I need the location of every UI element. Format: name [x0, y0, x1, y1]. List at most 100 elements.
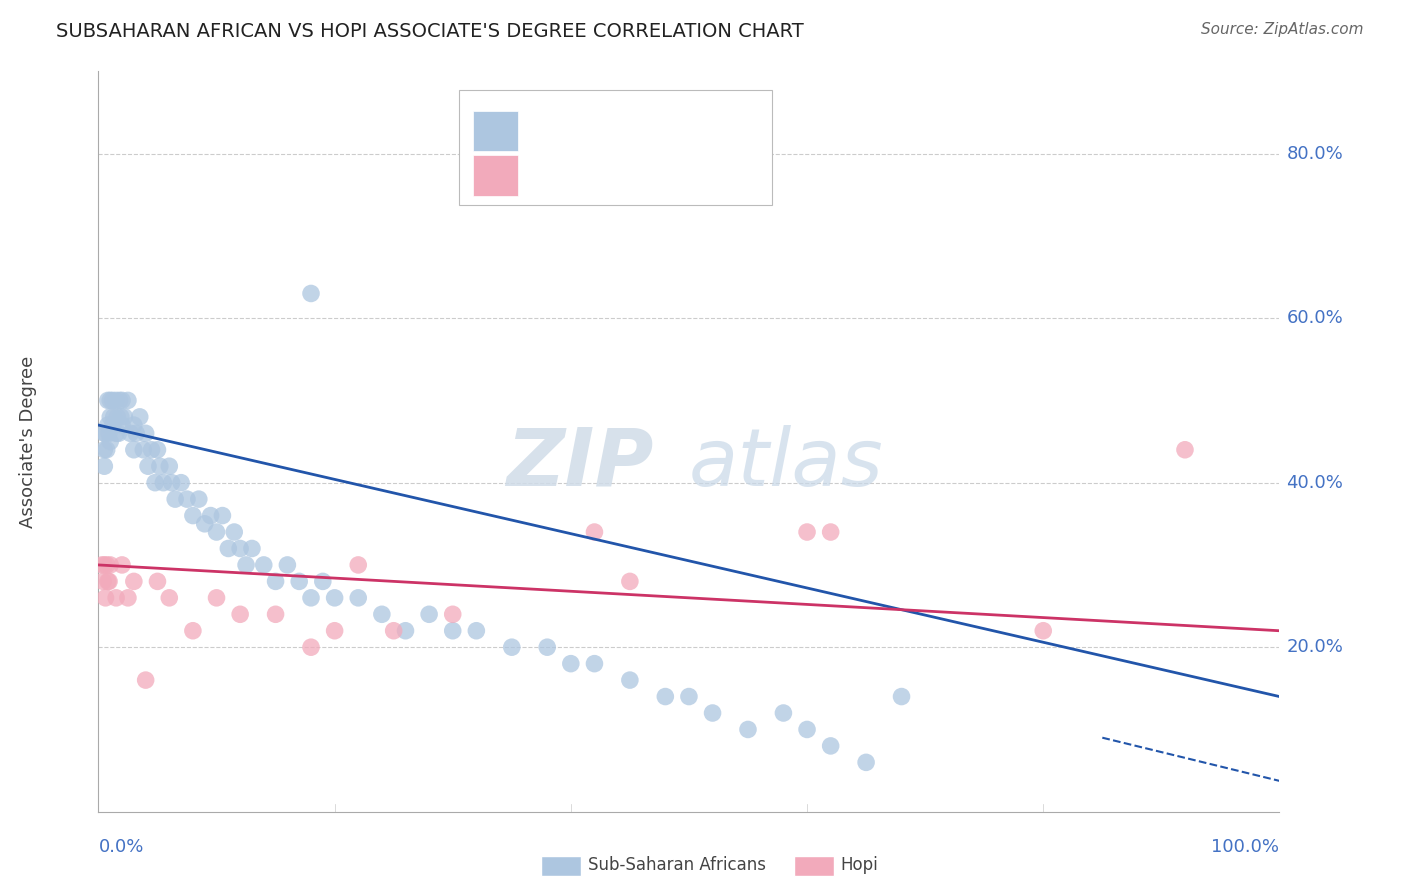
Point	[619, 574, 641, 589]
Point	[160, 475, 183, 490]
Point	[229, 541, 252, 556]
Point	[93, 442, 115, 457]
Point	[181, 508, 204, 523]
Point	[1174, 442, 1197, 457]
Text: 40.0%: 40.0%	[1286, 474, 1343, 491]
Point	[96, 442, 118, 457]
Point	[382, 624, 405, 638]
Text: Hopi: Hopi	[841, 856, 879, 874]
Text: N =  81: N = 81	[665, 123, 734, 141]
Point	[194, 516, 217, 531]
Point	[117, 591, 139, 605]
Point	[135, 673, 157, 687]
Point	[132, 442, 155, 457]
FancyBboxPatch shape	[472, 155, 517, 195]
Point	[288, 574, 311, 589]
Point	[200, 508, 222, 523]
Point	[347, 591, 370, 605]
Point	[441, 607, 464, 622]
Text: N =  30: N = 30	[665, 166, 734, 184]
Point	[170, 475, 193, 490]
Point	[890, 690, 912, 704]
Point	[583, 657, 606, 671]
Point	[264, 574, 287, 589]
Point	[187, 492, 209, 507]
Point	[105, 591, 128, 605]
Point	[98, 409, 121, 424]
Point	[235, 558, 257, 572]
Point	[94, 591, 117, 605]
Point	[211, 508, 233, 523]
Point	[654, 690, 676, 704]
Point	[111, 393, 134, 408]
Point	[93, 426, 115, 441]
Point	[105, 393, 128, 408]
Point	[394, 624, 416, 638]
Point	[796, 723, 818, 737]
Point	[146, 574, 169, 589]
Point	[323, 624, 346, 638]
Point	[678, 690, 700, 704]
Point	[465, 624, 488, 638]
Text: ZIP: ZIP	[506, 425, 654, 503]
Text: 60.0%: 60.0%	[1286, 310, 1343, 327]
Point	[94, 426, 117, 441]
Point	[253, 558, 276, 572]
Point	[135, 426, 157, 441]
Text: R =  -0.617: R = -0.617	[536, 123, 630, 141]
Point	[98, 434, 121, 449]
Point	[371, 607, 394, 622]
Point	[772, 706, 794, 720]
FancyBboxPatch shape	[458, 90, 772, 204]
Point	[501, 640, 523, 655]
Point	[205, 591, 228, 605]
Point	[98, 393, 121, 408]
Point	[240, 541, 263, 556]
Point	[536, 640, 558, 655]
Point	[418, 607, 440, 622]
Point	[136, 459, 159, 474]
Point	[619, 673, 641, 687]
Point	[323, 591, 346, 605]
Point	[125, 426, 148, 441]
Point	[560, 657, 582, 671]
Point	[583, 524, 606, 539]
Point	[91, 574, 114, 589]
Point	[91, 558, 114, 572]
Point	[149, 459, 172, 474]
Point	[98, 558, 121, 572]
Point	[105, 426, 128, 441]
FancyBboxPatch shape	[472, 111, 517, 152]
Point	[120, 426, 142, 441]
Point	[855, 756, 877, 770]
Point	[157, 459, 180, 474]
Point	[143, 475, 166, 490]
Point	[276, 558, 298, 572]
Point	[299, 591, 322, 605]
Text: Sub-Saharan Africans: Sub-Saharan Africans	[588, 856, 766, 874]
Point	[264, 607, 287, 622]
Text: 100.0%: 100.0%	[1212, 838, 1279, 856]
Point	[299, 286, 322, 301]
Point	[157, 591, 180, 605]
Point	[110, 409, 132, 424]
Text: Source: ZipAtlas.com: Source: ZipAtlas.com	[1201, 22, 1364, 37]
Point	[441, 624, 464, 638]
Point	[122, 442, 145, 457]
Point	[224, 524, 246, 539]
Point	[111, 418, 134, 433]
Point	[737, 723, 759, 737]
Point	[101, 418, 124, 433]
Point	[122, 574, 145, 589]
Point	[98, 574, 121, 589]
Point	[165, 492, 187, 507]
Point	[93, 459, 115, 474]
Text: R =  -0.330: R = -0.330	[536, 166, 630, 184]
Point	[1032, 624, 1054, 638]
Point	[112, 409, 135, 424]
Text: 80.0%: 80.0%	[1286, 145, 1343, 162]
Point	[176, 492, 198, 507]
Point	[101, 393, 124, 408]
Point	[299, 640, 322, 655]
Point	[217, 541, 239, 556]
